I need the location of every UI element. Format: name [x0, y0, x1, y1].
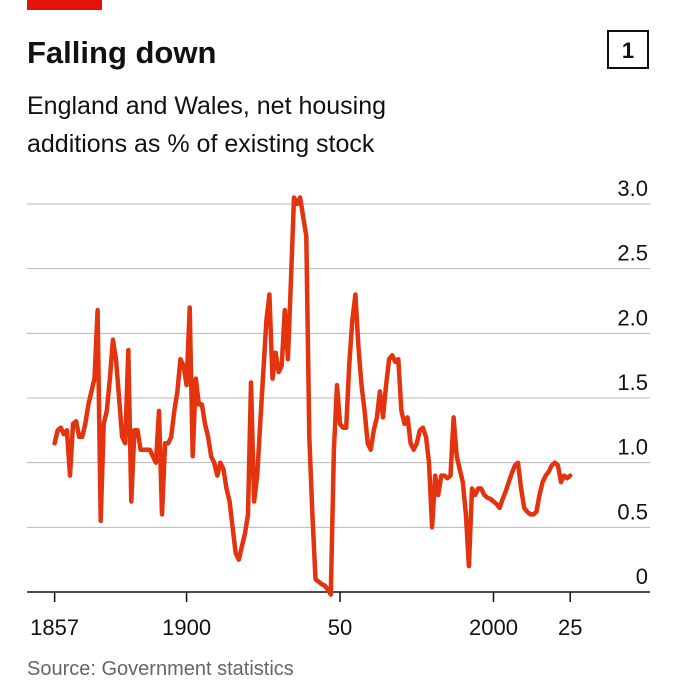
data-line [52, 195, 573, 597]
x-tick-label: 2000 [469, 615, 518, 640]
chart-number-box [607, 30, 649, 69]
x-tick-label: 1900 [162, 615, 211, 640]
brand-bar [27, 0, 102, 10]
source: Source: Government statistics [27, 658, 294, 680]
y-tick-label: 1.5 [617, 370, 648, 395]
chart-number: 1 [622, 38, 634, 63]
x-tick-label: 25 [558, 615, 582, 640]
x-tick-label: 50 [328, 615, 352, 640]
y-tick-label: 3.0 [617, 176, 648, 201]
y-tick-label: 0.5 [617, 499, 648, 524]
subtitle: additions as % of existing stock [27, 130, 375, 158]
chart-title: Falling down [27, 35, 216, 70]
y-tick-label: 2.5 [617, 241, 648, 266]
y-tick-label: 0 [636, 564, 648, 589]
subtitle: England and Wales, net housing [27, 92, 386, 120]
x-tick-label: 1857 [30, 615, 79, 640]
y-tick-label: 2.0 [617, 305, 648, 330]
y-tick-label: 1.0 [617, 435, 648, 460]
